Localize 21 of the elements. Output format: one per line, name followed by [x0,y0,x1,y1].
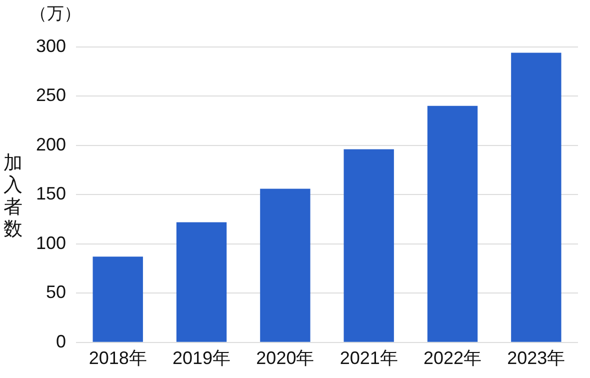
x-tick-label: 2021年 [340,348,398,368]
y-tick-label: 50 [46,282,66,302]
y-tick-label: 250 [36,85,66,106]
x-tick-label: 2022年 [423,348,482,368]
text: （万） [30,3,81,25]
x-tick-label: 2020年 [256,348,314,368]
bar [344,149,394,342]
x-tick-label: 2019年 [172,348,231,368]
x-tick-label: 2023年 [507,348,566,368]
y-axis-title: 加入者数 [2,153,24,241]
y-tick-label: 150 [36,184,66,204]
y-tick-label: 0 [56,331,66,352]
x-tick-label: 2018年 [88,348,147,368]
bar [176,222,227,342]
bar [511,52,562,342]
bar [92,256,143,342]
bar [427,106,478,342]
y-tick-label: 300 [36,36,66,56]
y-tick-label: 200 [36,134,66,154]
y-tick-label: 100 [36,232,66,253]
bar [260,188,310,342]
